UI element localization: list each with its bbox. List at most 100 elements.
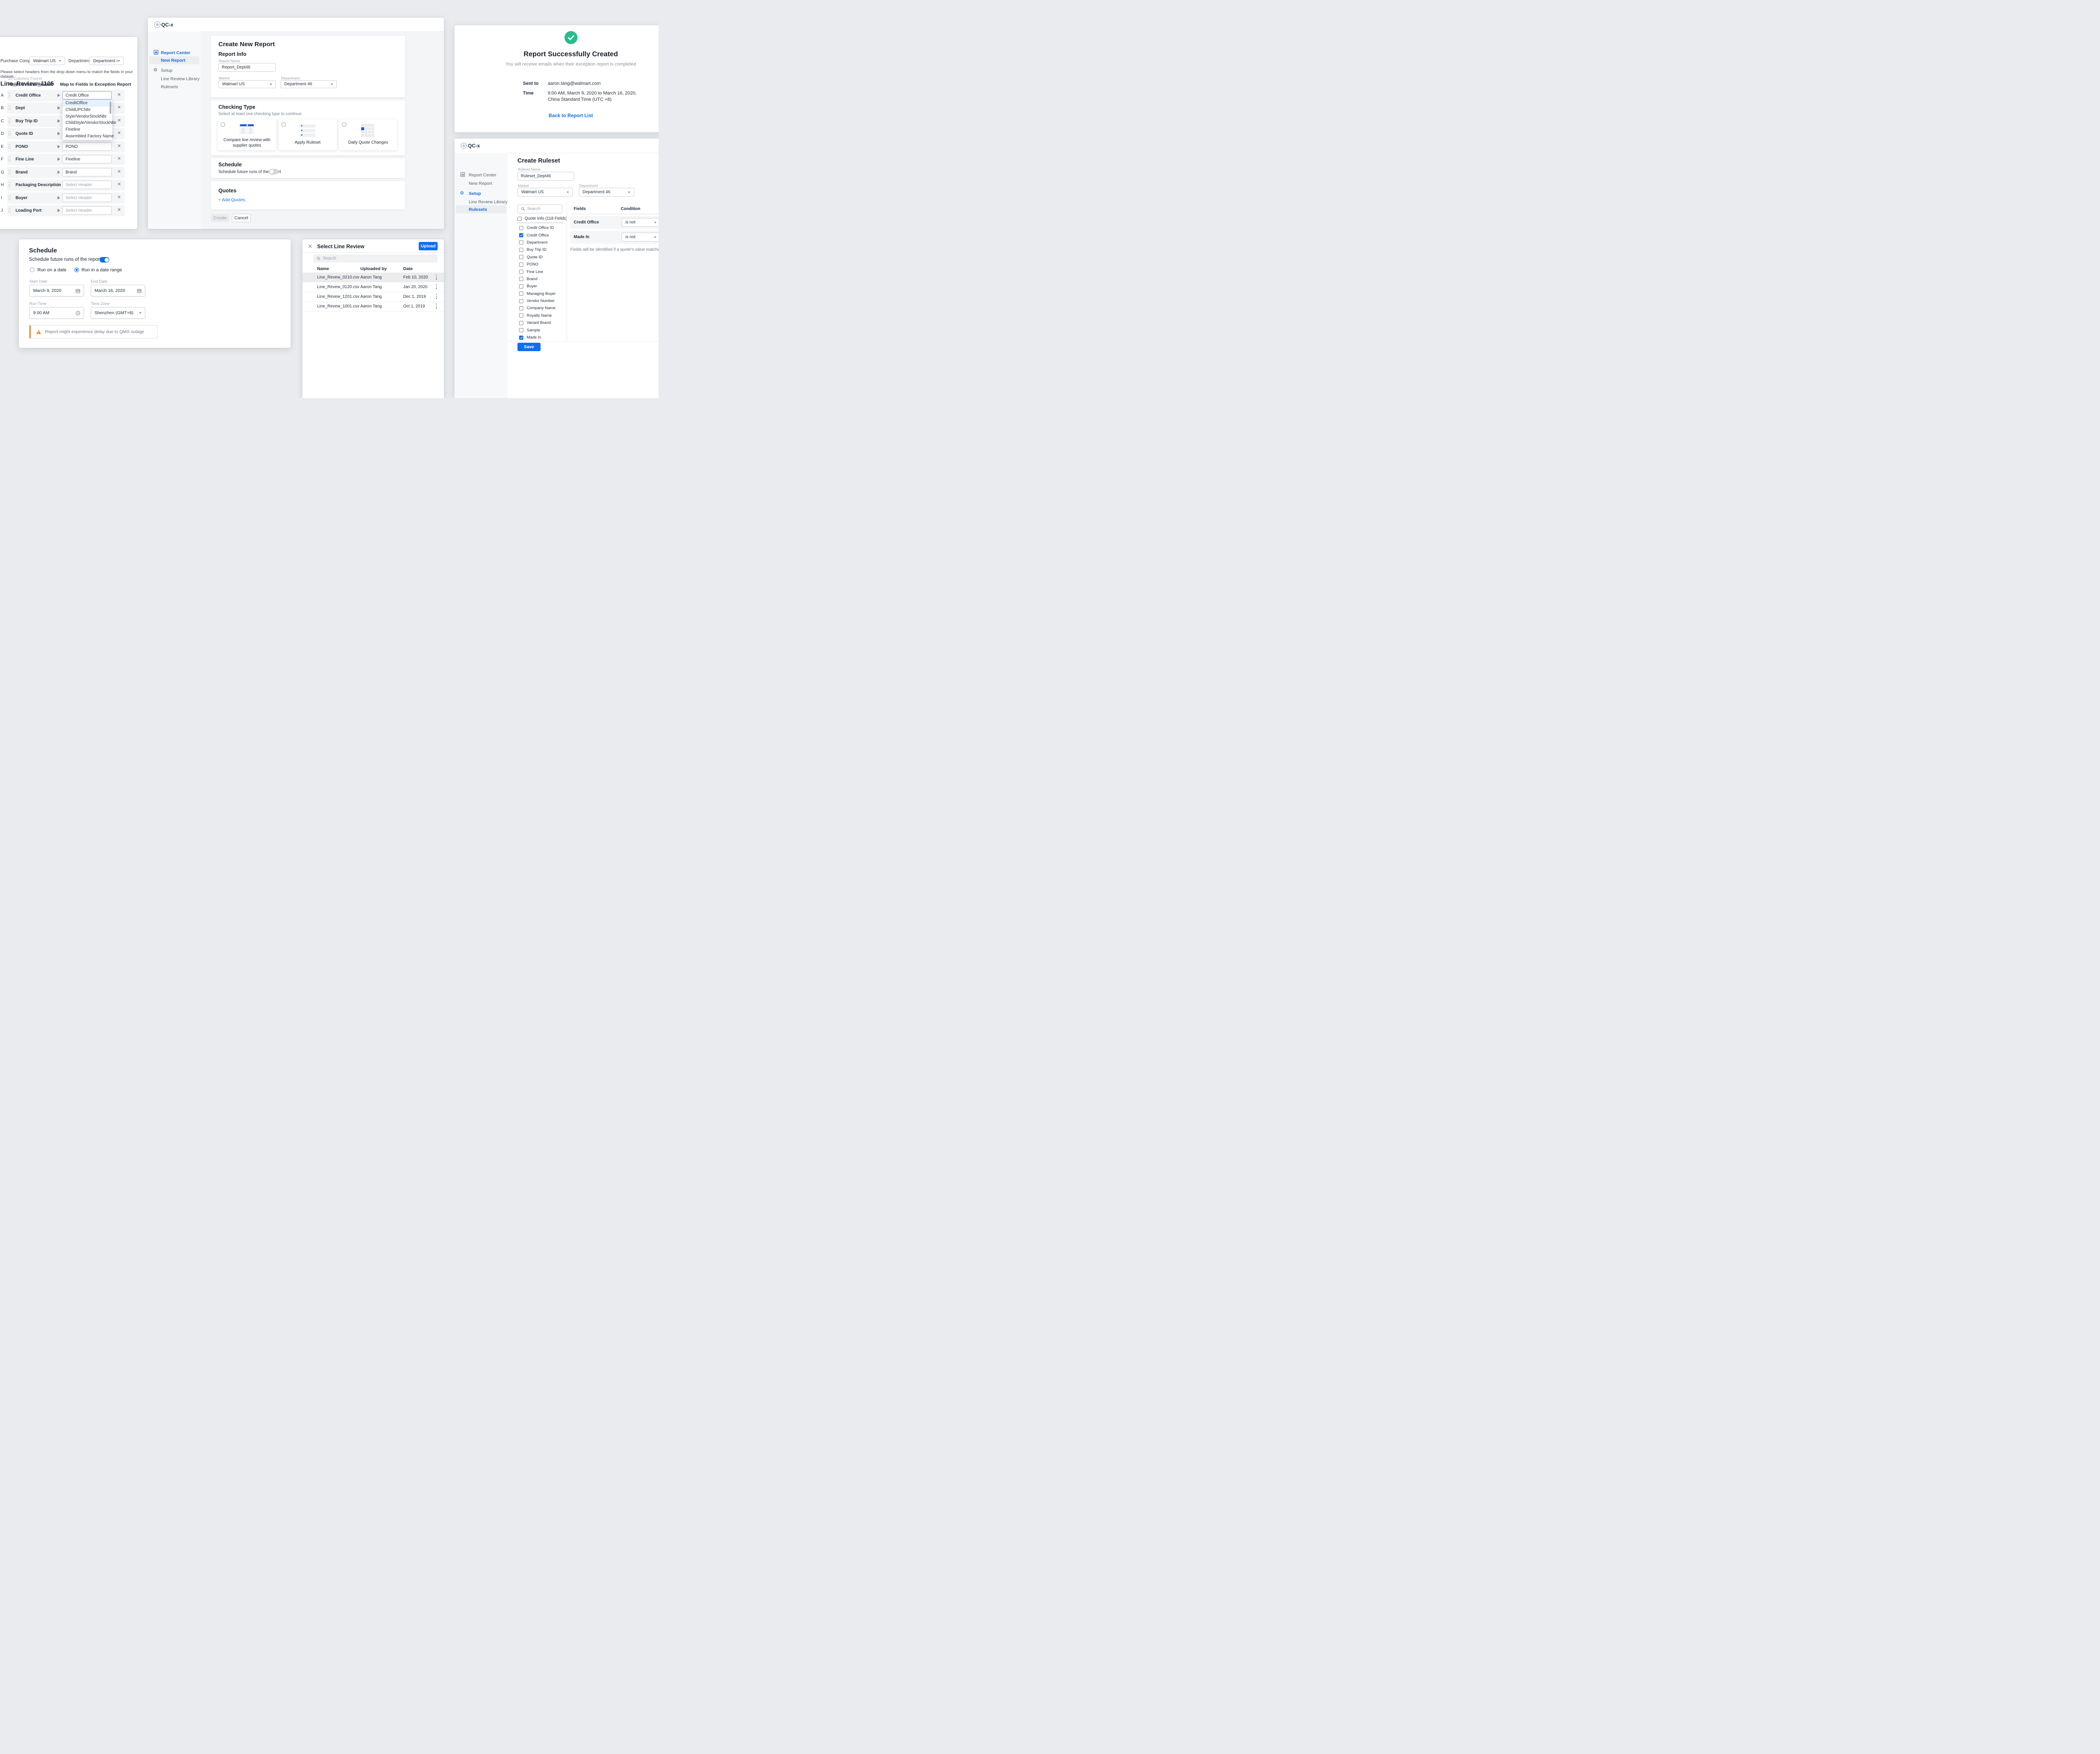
field-checkbox-item[interactable]: Buy Trip ID xyxy=(519,246,556,253)
department-select[interactable]: Department 46 xyxy=(89,57,124,65)
sidebar-item-setup[interactable]: Setup xyxy=(469,191,481,196)
checkbox-icon[interactable] xyxy=(519,277,523,281)
sidebar-item-rulesets[interactable]: Rulesets xyxy=(161,84,178,89)
create-button[interactable]: Create xyxy=(211,214,229,222)
checkbox-icon[interactable] xyxy=(519,306,523,310)
checkbox-icon[interactable] xyxy=(519,328,523,333)
checkbox-icon[interactable] xyxy=(519,240,523,245)
table-row[interactable]: Line_Revew_0210.csv Aaron Tang Feb 10, 2… xyxy=(302,273,444,282)
schedule-toggle[interactable] xyxy=(100,257,109,263)
condition-select[interactable]: is not xyxy=(622,218,659,227)
field-checkbox-item[interactable]: Quote ID xyxy=(519,254,556,261)
field-checkbox-item[interactable]: Sample xyxy=(519,326,556,333)
remove-row-icon[interactable]: ✕ xyxy=(117,169,121,174)
sidebar-item-report-center[interactable]: Report Center xyxy=(161,50,191,55)
back-to-report-list-link[interactable]: Back to Report List xyxy=(549,113,593,118)
field-group-row[interactable]: Quote Info (118 Fields) xyxy=(517,216,575,221)
header-input[interactable] xyxy=(62,194,112,202)
field-checkbox-item[interactable]: Credit Office xyxy=(519,231,556,239)
dropdown-option[interactable]: CreditOffice xyxy=(63,100,112,107)
checkbox-icon[interactable] xyxy=(519,247,523,252)
remove-row-icon[interactable]: ✕ xyxy=(117,182,121,187)
save-button[interactable]: Save xyxy=(517,343,541,351)
header-input[interactable] xyxy=(62,206,112,215)
close-icon[interactable]: ✕ xyxy=(308,243,312,249)
field-checkbox-item[interactable]: PONO xyxy=(519,261,556,268)
checkbox-checked-icon[interactable] xyxy=(519,233,523,238)
drag-handle-icon[interactable] xyxy=(8,170,11,176)
kebab-menu-icon[interactable] xyxy=(436,275,437,281)
edit-pencil-icon[interactable] xyxy=(39,81,45,86)
kebab-menu-icon[interactable] xyxy=(436,284,437,290)
sidebar-item-new-report[interactable]: New Report xyxy=(161,58,186,63)
drag-handle-icon[interactable] xyxy=(8,93,11,99)
radio-icon[interactable] xyxy=(281,122,286,127)
checking-option-daily-quote[interactable]: Daily Quote Changes xyxy=(339,119,397,150)
department-select[interactable]: Department 46 xyxy=(281,80,337,88)
header-input[interactable] xyxy=(62,168,112,176)
sidebar-item-line-review-library[interactable]: Line Review Library xyxy=(469,200,508,205)
dropdown-option[interactable]: ChildStyle/VendorStockNbr xyxy=(66,121,116,126)
sidebar-item-setup[interactable]: Setup xyxy=(161,68,173,73)
purchase-company-select[interactable]: Walmart US xyxy=(29,57,65,65)
checkbox-icon[interactable] xyxy=(519,320,523,325)
radio-icon[interactable] xyxy=(342,122,346,127)
checkbox-icon[interactable] xyxy=(519,299,523,303)
field-checkbox-item[interactable]: Royalty Name xyxy=(519,312,556,319)
checking-option-ruleset[interactable]: Apply Ruleset xyxy=(278,119,337,150)
kebab-menu-icon[interactable] xyxy=(436,304,437,310)
kebab-menu-icon[interactable] xyxy=(436,294,437,300)
drag-handle-icon[interactable] xyxy=(8,182,11,188)
field-checkbox-item[interactable]: Managing Buyer xyxy=(519,290,556,297)
remove-row-icon[interactable]: ✕ xyxy=(117,92,121,97)
dropdown-option[interactable]: Fineline xyxy=(66,127,81,132)
condition-select[interactable]: is not xyxy=(622,233,659,242)
drag-handle-icon[interactable] xyxy=(8,195,11,201)
header-input[interactable] xyxy=(62,91,112,100)
drag-handle-icon[interactable] xyxy=(8,105,11,111)
modal-search-input[interactable]: Search xyxy=(313,255,438,263)
remove-row-icon[interactable]: ✕ xyxy=(117,118,121,123)
field-checkbox-item[interactable]: Company Name xyxy=(519,305,556,312)
checkbox-icon[interactable] xyxy=(519,262,523,267)
checkbox-icon[interactable] xyxy=(519,284,523,289)
field-checkbox-item[interactable]: Vendor Number xyxy=(519,297,556,305)
checkbox-icon[interactable] xyxy=(519,226,523,230)
checkbox-icon[interactable] xyxy=(519,313,523,318)
sidebar-item-rulesets[interactable]: Rulesets xyxy=(469,207,487,212)
table-row[interactable]: Line_Revew_1001.csv Aaron Tang Oct 1, 20… xyxy=(302,302,444,312)
radio-icon[interactable] xyxy=(220,122,225,127)
department-select[interactable]: Department 46 xyxy=(579,188,634,197)
drag-handle-icon[interactable] xyxy=(8,131,11,137)
upload-button[interactable]: Upload xyxy=(419,242,438,250)
field-checkbox-item[interactable]: Fine Line xyxy=(519,268,556,275)
checkbox-icon[interactable] xyxy=(517,216,522,221)
drag-handle-icon[interactable] xyxy=(8,144,11,150)
drag-handle-icon[interactable] xyxy=(8,157,11,163)
end-date-input[interactable]: March 16, 2020 xyxy=(91,285,145,297)
checking-option-compare[interactable]: Compare line review with supplier quotes xyxy=(218,119,276,150)
dropdown-option[interactable]: Assembled Factory Name xyxy=(66,134,114,139)
field-checkbox-item[interactable]: Department xyxy=(519,239,556,246)
remove-row-icon[interactable]: ✕ xyxy=(117,131,121,136)
run-time-input[interactable]: 9:00 AM xyxy=(29,307,84,319)
start-date-input[interactable]: March 9, 2020 xyxy=(29,285,84,297)
checkbox-checked-icon[interactable] xyxy=(519,335,523,340)
report-name-input[interactable] xyxy=(218,63,276,72)
add-quotes-link[interactable]: + Add Quotes xyxy=(218,197,245,202)
checkbox-icon[interactable] xyxy=(519,291,523,296)
radio-run-on-date[interactable] xyxy=(30,268,34,272)
remove-row-icon[interactable]: ✕ xyxy=(117,195,121,200)
dropdown-option[interactable]: Style/VendorStockNbr xyxy=(66,114,107,119)
time-zone-select[interactable]: Shenzhen (GMT+8) xyxy=(91,307,145,319)
sidebar-item-line-review-library[interactable]: Line Review Library xyxy=(161,76,200,81)
field-checkbox-item[interactable]: Buyer xyxy=(519,283,556,290)
remove-row-icon[interactable]: ✕ xyxy=(117,207,121,213)
radio-run-in-range[interactable] xyxy=(74,268,79,272)
header-input[interactable] xyxy=(62,142,112,151)
remove-row-icon[interactable]: ✕ xyxy=(117,105,121,110)
dropdown-scrollbar[interactable] xyxy=(110,102,111,114)
field-checkbox-item[interactable]: Credit Office ID xyxy=(519,224,556,231)
drag-handle-icon[interactable] xyxy=(8,118,11,124)
remove-row-icon[interactable]: ✕ xyxy=(117,144,121,149)
